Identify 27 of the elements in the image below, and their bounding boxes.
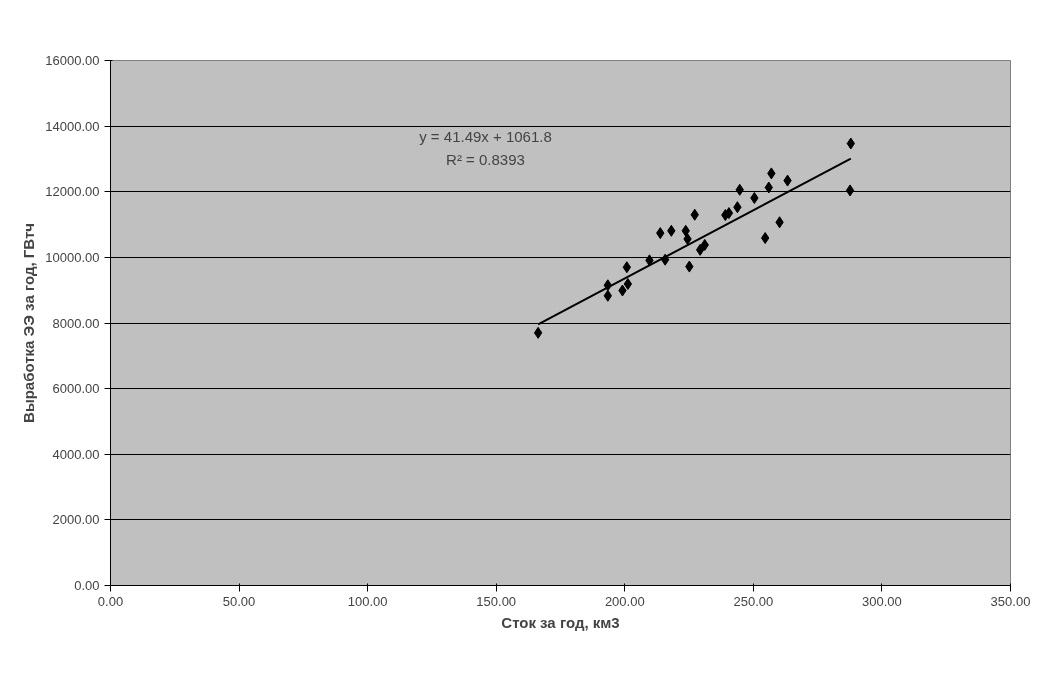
x-tick-label: 250.00 <box>733 593 774 609</box>
y-axis-title: Выработка ЭЭ за год, ГВтч <box>20 223 38 423</box>
x-tick-label: 100.00 <box>347 593 388 609</box>
x-tick-label: 300.00 <box>862 593 902 609</box>
annotation: R² = 0.8393 <box>446 150 525 168</box>
point <box>622 261 632 274</box>
y-tick-label: 8000.00 <box>52 315 100 331</box>
x-tick-label: 200.00 <box>604 593 645 609</box>
x-tick-label: 0.00 <box>97 593 124 609</box>
point <box>695 243 705 256</box>
x-axis-title: Сток за год, км3 <box>501 613 620 631</box>
point <box>623 277 633 290</box>
y-tick-label: 12000.00 <box>45 184 100 200</box>
x-tick-label: 350.00 <box>990 593 1031 609</box>
y-tick-label: 4000.00 <box>52 446 100 462</box>
annotation: y = 41.49x + 1061.8 <box>419 127 552 145</box>
x-tick-label: 50.00 <box>222 593 256 609</box>
y-tick-label: 0.00 <box>74 578 100 593</box>
x-tick-label: 150.00 <box>476 593 517 609</box>
y-tick-label: 6000.00 <box>52 381 100 397</box>
y-tick-label: 14000.00 <box>45 118 100 134</box>
point <box>533 326 543 339</box>
y-tick-label: 10000.00 <box>45 249 100 265</box>
y-tick-label: 2000.00 <box>52 512 100 528</box>
point <box>845 184 855 197</box>
point <box>683 233 692 245</box>
y-tick-label: 16000.00 <box>45 53 100 68</box>
